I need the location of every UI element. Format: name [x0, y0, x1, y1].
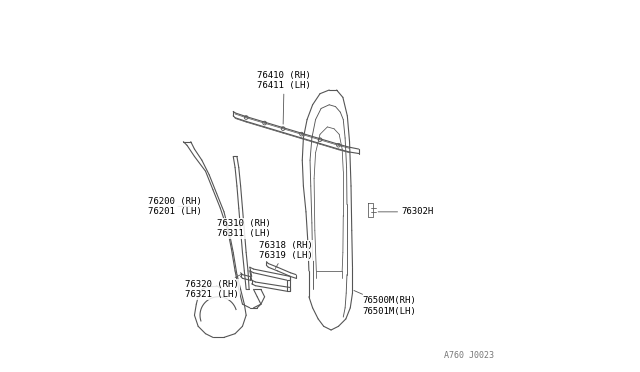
Text: 76310 (RH)
76311 (LH): 76310 (RH) 76311 (LH) — [216, 219, 270, 238]
Text: 76410 (RH)
76411 (LH): 76410 (RH) 76411 (LH) — [257, 71, 311, 124]
Text: 76302H: 76302H — [378, 207, 433, 217]
Text: A760 J0023: A760 J0023 — [444, 350, 493, 359]
Text: 76200 (RH)
76201 (LH): 76200 (RH) 76201 (LH) — [148, 197, 202, 216]
Text: 76500M(RH)
76501M(LH): 76500M(RH) 76501M(LH) — [354, 291, 416, 316]
Text: 76318 (RH)
76319 (LH): 76318 (RH) 76319 (LH) — [259, 241, 313, 269]
Text: 76320 (RH)
76321 (LH): 76320 (RH) 76321 (LH) — [185, 274, 242, 299]
